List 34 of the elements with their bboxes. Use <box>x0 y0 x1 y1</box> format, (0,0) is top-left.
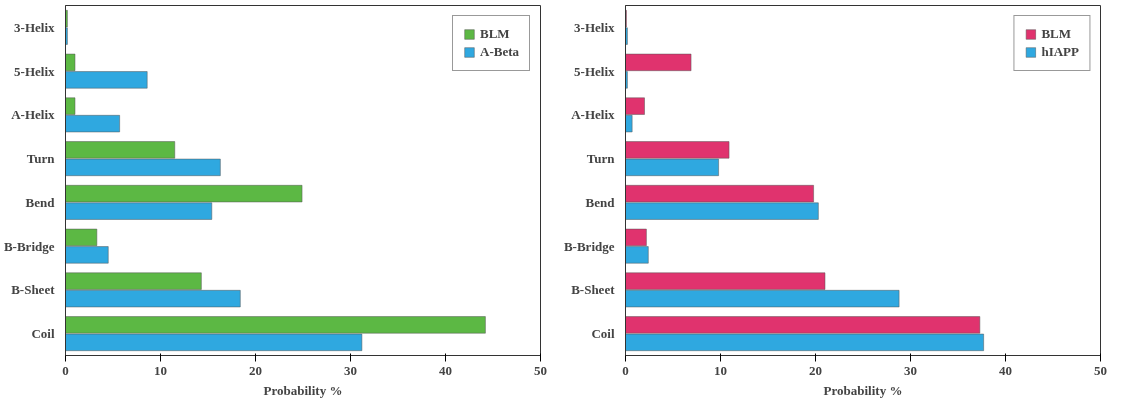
x-tick-label: 30 <box>344 362 357 378</box>
y-tick-label: B-Sheet <box>11 282 56 298</box>
y-tick-label: B-Bridge <box>3 238 55 254</box>
x-tick-label: 10 <box>154 362 167 378</box>
y-tick-label: B-Bridge <box>563 238 615 254</box>
x-tick-label: 50 <box>534 362 547 378</box>
y-tick-label: 5-Helix <box>574 63 615 79</box>
y-tick-label: Bend <box>25 194 56 210</box>
y-tick-label: 3-Helix <box>14 19 55 35</box>
y-tick-label: Turn <box>586 151 616 167</box>
y-tick-label: Coil <box>31 326 55 342</box>
x-tick-label: 0 <box>622 362 629 378</box>
x-tick-label: 30 <box>904 362 917 378</box>
x-tick-label: 10 <box>714 362 727 378</box>
x-tick-label: 0 <box>62 362 69 378</box>
legend-label: hIAPP <box>1041 44 1079 60</box>
legend-label: BLM <box>1041 26 1072 42</box>
x-tick-label: 40 <box>439 362 452 378</box>
y-tick-label: A-Helix <box>11 107 55 123</box>
y-tick-label: 5-Helix <box>14 63 55 79</box>
y-tick-label: A-Helix <box>571 107 615 123</box>
x-axis-title: Probability % <box>823 382 903 398</box>
y-tick-label: B-Sheet <box>571 282 616 298</box>
y-tick-label: Turn <box>26 151 56 167</box>
legend-label: BLM <box>480 26 510 42</box>
x-tick-label: 20 <box>249 362 262 378</box>
x-axis-title: Probability % <box>263 382 343 398</box>
y-tick-label: 3-Helix <box>574 19 615 35</box>
y-tick-label: Coil <box>591 326 615 342</box>
y-tick-label: Bend <box>585 194 616 210</box>
x-tick-label: 50 <box>1094 362 1107 378</box>
x-tick-label: 20 <box>809 362 822 378</box>
x-tick-label: 40 <box>999 362 1012 378</box>
legend-label: A-Beta <box>480 44 519 60</box>
